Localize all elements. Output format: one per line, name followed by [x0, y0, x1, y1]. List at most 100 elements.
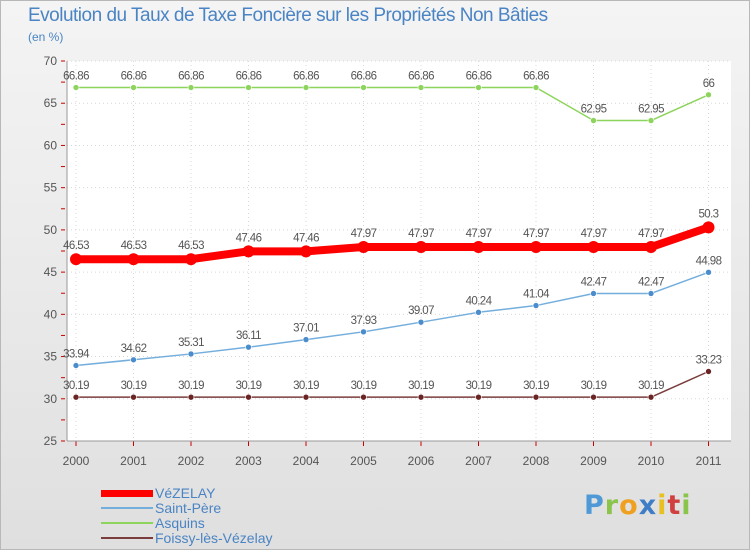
data-label-asquins: 66.86: [466, 71, 492, 83]
data-label-saint-pere: 42.47: [638, 276, 664, 288]
data-point-foissy-les-vezelay: [532, 393, 540, 401]
data-point-asquins: [590, 117, 597, 124]
legend-item-saint-pere: Saint-Père: [101, 500, 221, 516]
data-point-saint-pere: [360, 328, 367, 336]
data-point-vezelay: [587, 241, 600, 254]
data-label-foissy-les-vezelay: 30.19: [121, 380, 147, 392]
data-label-vezelay: 47.97: [351, 228, 377, 240]
data-point-saint-pere: [475, 309, 482, 316]
data-label-asquins: 66.86: [523, 71, 549, 83]
x-tick-label: 2011: [696, 454, 722, 468]
x-tick-label: 2008: [523, 454, 550, 468]
data-point-asquins: [187, 84, 195, 91]
data-point-asquins: [72, 84, 80, 91]
data-label-asquins: 66: [703, 78, 715, 90]
data-label-foissy-les-vezelay: 30.19: [523, 380, 549, 392]
data-label-saint-pere: 44.98: [696, 255, 722, 267]
data-point-foissy-les-vezelay: [245, 393, 252, 401]
data-label-asquins: 62.95: [638, 104, 664, 116]
data-point-saint-pere: [302, 336, 310, 343]
data-label-vezelay: 47.97: [638, 228, 664, 240]
data-label-foissy-les-vezelay: 30.19: [178, 380, 204, 392]
x-tick-label: 2000: [63, 454, 90, 468]
data-point-vezelay: [357, 241, 370, 254]
data-label-asquins: 66.86: [236, 71, 262, 83]
data-point-asquins: [475, 84, 482, 91]
data-point-asquins: [532, 84, 540, 91]
data-point-asquins: [245, 84, 252, 91]
data-label-foissy-les-vezelay: 30.19: [466, 380, 492, 392]
data-label-vezelay: 47.97: [466, 228, 492, 240]
data-point-foissy-les-vezelay: [590, 393, 597, 401]
data-label-foissy-les-vezelay: 30.19: [236, 380, 262, 392]
legend-item-asquins: Asquins: [101, 515, 205, 531]
data-point-asquins: [417, 84, 425, 91]
series-line-asquins: [75, 86, 710, 122]
data-point-saint-pere: [245, 343, 252, 351]
data-point-saint-pere: [187, 350, 195, 358]
legend-item-vezelay: VéZELAY: [101, 485, 216, 501]
data-label-foissy-les-vezelay: 30.19: [581, 380, 607, 392]
legend-label-vezelay: VéZELAY: [155, 485, 216, 501]
y-tick-label: 55: [44, 181, 58, 195]
data-label-foissy-les-vezelay: 30.19: [408, 380, 434, 392]
data-point-asquins: [705, 91, 712, 99]
data-label-vezelay: 46.53: [178, 240, 204, 252]
data-point-saint-pere: [647, 290, 655, 297]
y-tick-label: 50: [44, 223, 58, 237]
data-point-saint-pere: [417, 318, 425, 326]
data-label-saint-pere: 41.04: [523, 289, 550, 301]
data-point-foissy-les-vezelay: [72, 393, 80, 401]
data-label-vezelay: 47.46: [236, 232, 262, 244]
legend-label-foissy: Foissy-lès-Vézelay: [155, 530, 273, 546]
data-point-foissy-les-vezelay: [130, 393, 137, 401]
data-point-saint-pere: [130, 356, 137, 364]
data-label-saint-pere: 37.01: [293, 323, 319, 335]
logo-letter: i: [681, 490, 692, 521]
data-label-foissy-les-vezelay: 30.19: [63, 380, 89, 392]
logo-letter: t: [667, 490, 682, 521]
data-label-vezelay: 47.97: [523, 228, 549, 240]
logo-letter: x: [638, 490, 658, 521]
data-point-vezelay: [702, 221, 715, 234]
data-label-vezelay: 47.97: [581, 228, 607, 240]
logo-letter: r: [604, 490, 620, 521]
legend-swatch-asquins: [101, 522, 153, 524]
logo-letter: i: [657, 490, 668, 521]
data-point-vezelay: [127, 253, 140, 266]
data-point-vezelay: [530, 241, 542, 254]
data-label-saint-pere: 37.93: [351, 315, 377, 327]
chart-unit: (en %): [28, 30, 64, 44]
data-label-asquins: 66.86: [63, 71, 89, 83]
data-label-vezelay: 47.46: [293, 232, 319, 244]
data-point-saint-pere: [590, 290, 597, 297]
legend-swatch-saint-pere: [101, 507, 153, 509]
data-point-foissy-les-vezelay: [475, 393, 482, 401]
data-point-vezelay: [300, 245, 312, 258]
data-label-saint-pere: 36.11: [236, 330, 261, 342]
y-tick-label: 30: [44, 392, 58, 406]
chart-title: Evolution du Taux de Taxe Foncière sur l…: [28, 5, 548, 26]
x-tick-label: 2005: [350, 454, 377, 468]
x-tick-label: 2010: [638, 454, 665, 468]
data-label-vezelay: 46.53: [63, 240, 89, 252]
x-tick-label: 2002: [178, 454, 205, 468]
legend-item-foissy: Foissy-lès-Vézelay: [101, 530, 273, 546]
x-tick-label: 2006: [408, 454, 435, 468]
data-label-vezelay: 50.3: [699, 208, 719, 220]
data-point-foissy-les-vezelay: [360, 393, 367, 401]
data-point-vezelay: [242, 245, 255, 258]
data-point-saint-pere: [532, 302, 540, 309]
y-tick-label: 70: [44, 54, 58, 68]
data-label-foissy-les-vezelay: 33.23: [696, 355, 722, 367]
data-label-asquins: 66.86: [351, 71, 377, 83]
legend-label-asquins: Asquins: [155, 515, 205, 531]
data-point-foissy-les-vezelay: [705, 368, 712, 375]
data-point-vezelay: [415, 241, 427, 254]
data-label-foissy-les-vezelay: 30.19: [293, 380, 319, 392]
logo-letter: o: [619, 490, 639, 521]
data-point-foissy-les-vezelay: [302, 393, 310, 401]
data-point-saint-pere: [72, 362, 80, 369]
